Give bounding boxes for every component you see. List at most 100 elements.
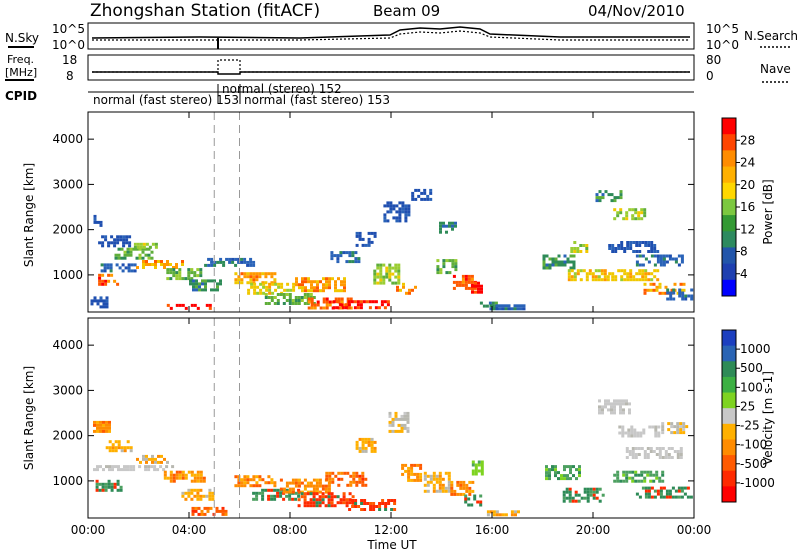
data-cell — [610, 193, 614, 197]
data-cell — [648, 425, 652, 429]
data-cell — [328, 280, 331, 284]
data-cell — [160, 260, 163, 263]
data-cell — [551, 468, 554, 472]
data-cell — [160, 454, 163, 458]
data-cell — [169, 470, 173, 474]
data-cell — [90, 302, 94, 306]
data-cell — [650, 254, 654, 258]
data-cell — [203, 506, 207, 510]
data-cell — [654, 425, 658, 429]
data-cell — [489, 307, 493, 311]
data-cell — [383, 300, 387, 304]
data-cell — [315, 478, 319, 482]
data-cell — [234, 257, 238, 261]
colorbar-swatch — [722, 231, 736, 248]
data-cell — [471, 290, 474, 294]
data-cell — [400, 414, 404, 418]
data-cell — [126, 446, 130, 450]
data-cell — [611, 272, 615, 276]
data-cell — [357, 257, 361, 261]
data-cell — [114, 440, 118, 444]
data-cell — [303, 478, 307, 482]
data-cell — [477, 463, 481, 467]
data-cell — [650, 486, 654, 490]
data-cell — [453, 492, 457, 496]
data-cell — [136, 245, 140, 249]
data-cell — [384, 505, 388, 508]
data-cell — [187, 277, 191, 281]
data-cell — [199, 268, 203, 272]
data-cell — [322, 297, 326, 301]
data-cell — [588, 272, 592, 276]
data-cell — [348, 492, 352, 496]
data-cell — [330, 254, 334, 258]
data-cell — [632, 241, 636, 244]
data-cell — [336, 254, 340, 258]
data-cell — [129, 449, 133, 453]
data-cell — [208, 491, 212, 495]
data-cell — [104, 279, 108, 283]
nsky-label: N.Sky — [5, 31, 39, 45]
data-cell — [250, 285, 254, 289]
data-cell — [202, 494, 206, 498]
data-cell — [652, 282, 656, 286]
colorbar-tick-label: -1000 — [740, 476, 775, 490]
data-cell — [369, 505, 373, 508]
data-cell — [471, 460, 475, 464]
data-cell — [514, 510, 517, 514]
data-cell — [566, 474, 569, 478]
data-cell — [339, 501, 343, 505]
data-cell — [138, 256, 142, 260]
data-cell — [348, 508, 352, 511]
data-cell — [108, 426, 111, 430]
data-cell — [402, 282, 405, 286]
data-cell — [451, 224, 454, 228]
data-cell — [310, 303, 314, 307]
data-cell — [360, 508, 364, 511]
data-cell — [172, 479, 176, 483]
data-cell — [586, 493, 590, 497]
data-cell — [210, 279, 213, 283]
data-cell — [358, 480, 362, 484]
data-cell — [638, 241, 642, 244]
data-cell — [133, 242, 137, 246]
colorbar-swatch — [722, 182, 736, 200]
data-cell — [668, 492, 672, 496]
data-cell — [676, 431, 680, 435]
data-cell — [358, 231, 362, 235]
data-cell — [366, 502, 370, 505]
data-cell — [103, 269, 107, 273]
data-cell — [406, 417, 410, 421]
data-cell — [647, 492, 651, 496]
data-cell — [319, 280, 322, 284]
data-cell — [345, 251, 349, 255]
data-cell — [432, 486, 436, 490]
data-cell — [400, 426, 404, 430]
data-cell — [334, 280, 337, 284]
data-cell — [110, 488, 114, 492]
data-cell — [348, 251, 352, 255]
data-cell — [603, 275, 607, 279]
data-cell — [367, 240, 371, 244]
y-tick-label: 2000 — [52, 223, 83, 237]
data-cell — [637, 453, 641, 456]
colorbar-swatch — [722, 198, 736, 216]
data-cell — [129, 465, 133, 469]
data-cell — [119, 485, 123, 489]
data-cell — [276, 491, 280, 495]
data-cell — [655, 453, 659, 456]
data-cell — [117, 256, 121, 260]
data-cell — [569, 471, 572, 475]
data-cell — [351, 251, 355, 255]
data-cell — [610, 199, 614, 203]
data-cell — [586, 499, 590, 503]
data-cell — [650, 278, 654, 282]
data-cell — [372, 505, 376, 508]
data-cell — [398, 216, 402, 220]
data-cell — [420, 197, 424, 201]
data-cell — [639, 431, 643, 435]
data-cell — [276, 299, 280, 302]
data-cell — [413, 478, 417, 482]
data-cell — [337, 306, 341, 310]
data-cell — [334, 289, 337, 293]
